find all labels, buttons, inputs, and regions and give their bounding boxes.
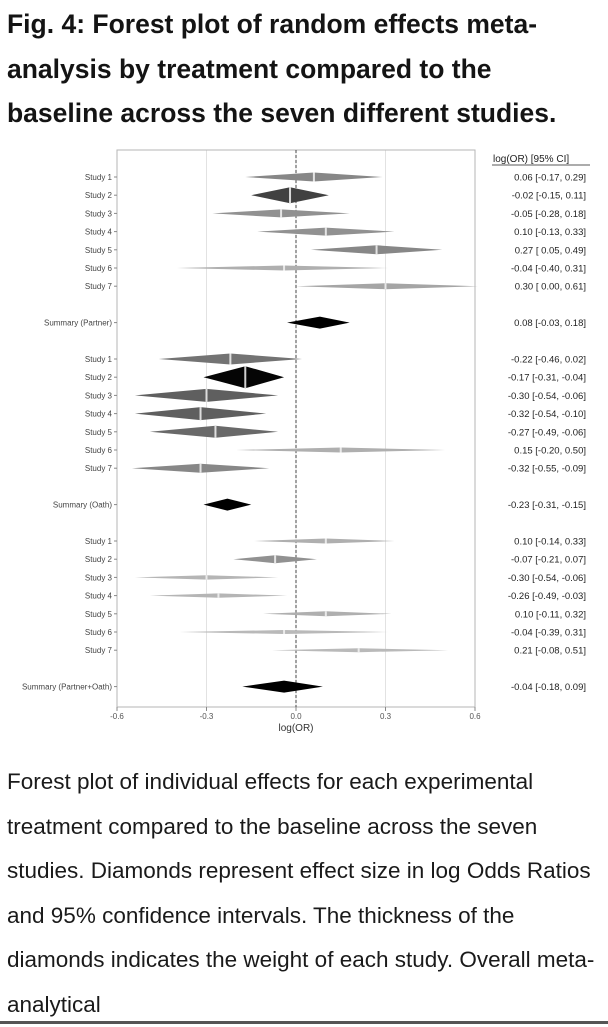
ci-value: -0.04 [-0.39, 0.31] [511,628,586,639]
ci-value: 0.10 [-0.13, 0.33] [514,227,586,238]
study-diamond [176,265,389,271]
study-label: Study 7 [85,646,113,655]
study-label: Study 5 [85,610,113,619]
ci-value: -0.05 [-0.28, 0.18] [511,209,586,220]
study-label: Study 7 [85,464,113,473]
study-label: Study 7 [85,282,113,291]
study-label: Study 3 [85,391,113,400]
ci-value: -0.07 [-0.21, 0.07] [511,555,586,566]
summary-label: Summary (Partner) [44,319,112,328]
summary-ci-value: -0.23 [-0.31, -0.15] [508,500,586,511]
study-diamond [254,538,395,544]
ci-value: -0.30 [-0.54, -0.06] [508,391,586,402]
figure-caption: Forest plot of individual effects for ea… [7,769,595,1017]
study-label: Study 3 [85,573,113,582]
study-label: Study 1 [85,355,113,364]
study-diamond [203,366,285,389]
study-label: Study 6 [85,264,113,273]
ci-value: -0.26 [-0.49, -0.03] [508,591,586,602]
study-label: Study 4 [85,228,113,237]
x-tick-label: -0.6 [110,712,124,721]
study-label: Study 2 [85,555,113,564]
ci-header: log(OR) [95% CI] [493,154,569,165]
study-label: Study 1 [85,537,113,546]
ci-value: 0.15 [-0.20, 0.50] [514,446,586,457]
study-diamond [149,425,279,438]
ci-value: 0.30 [ 0.00, 0.61] [515,282,586,293]
mark-layer [131,150,478,707]
ci-value: -0.27 [-0.49, -0.06] [508,427,586,438]
summary-ci-value: -0.04 [-0.18, 0.09] [511,682,586,693]
ci-value: 0.10 [-0.14, 0.33] [514,537,586,548]
ci-value: -0.32 [-0.54, -0.10] [508,409,586,420]
study-label: Study 4 [85,592,113,601]
label-layer: -0.6 -0.3 0.0 0.3 0.6 Study 1 0.06 [-0.17, 0.2… [22,173,586,722]
summary-diamond [203,498,252,511]
summary-label: Summary (Partner+Oath) [22,683,112,692]
x-axis-label: log(OR) [278,723,313,734]
summary-diamond [287,316,350,329]
x-tick-label: -0.3 [200,712,214,721]
ci-value: -0.17 [-0.31, -0.04] [508,373,586,384]
study-diamond [296,283,478,290]
ci-value: 0.27 [ 0.05, 0.49] [515,245,586,256]
ci-value: 0.10 [-0.11, 0.32] [515,609,586,620]
study-label: Study 1 [85,173,113,182]
x-tick-label: 0.6 [469,712,481,721]
ci-value: 0.06 [-0.17, 0.29] [514,173,586,184]
study-label: Study 4 [85,410,113,419]
study-label: Study 5 [85,428,113,437]
forest-plot: -0.6 -0.3 0.0 0.3 0.6 Study 1 0.06 [-0.17, 0.2… [22,149,590,734]
ci-value: -0.30 [-0.54, -0.06] [508,573,586,584]
x-tick-label: 0.3 [380,712,392,721]
summary-ci-value: 0.08 [-0.03, 0.18] [514,318,586,329]
ci-value: 0.21 [-0.08, 0.51] [514,646,586,657]
figure-title: Fig. 4: Forest plot of random effects me… [7,9,557,128]
study-label: Study 6 [85,628,113,637]
study-label: Study 6 [85,446,113,455]
ci-value: -0.04 [-0.40, 0.31] [511,264,586,275]
ci-value: -0.02 [-0.15, 0.11] [512,191,586,202]
bottom-divider [0,1021,608,1024]
study-label: Study 3 [85,209,113,218]
ci-value: -0.32 [-0.55, -0.09] [508,464,586,475]
study-diamond [272,648,449,653]
study-label: Study 2 [85,373,113,382]
summary-label: Summary (Oath) [53,501,112,510]
study-label: Study 2 [85,191,113,200]
study-label: Study 5 [85,246,113,255]
x-tick-label: 0.0 [290,712,302,721]
summary-diamond [242,680,323,693]
ci-value: -0.22 [-0.46, 0.02] [511,355,586,366]
study-diamond [263,611,392,617]
